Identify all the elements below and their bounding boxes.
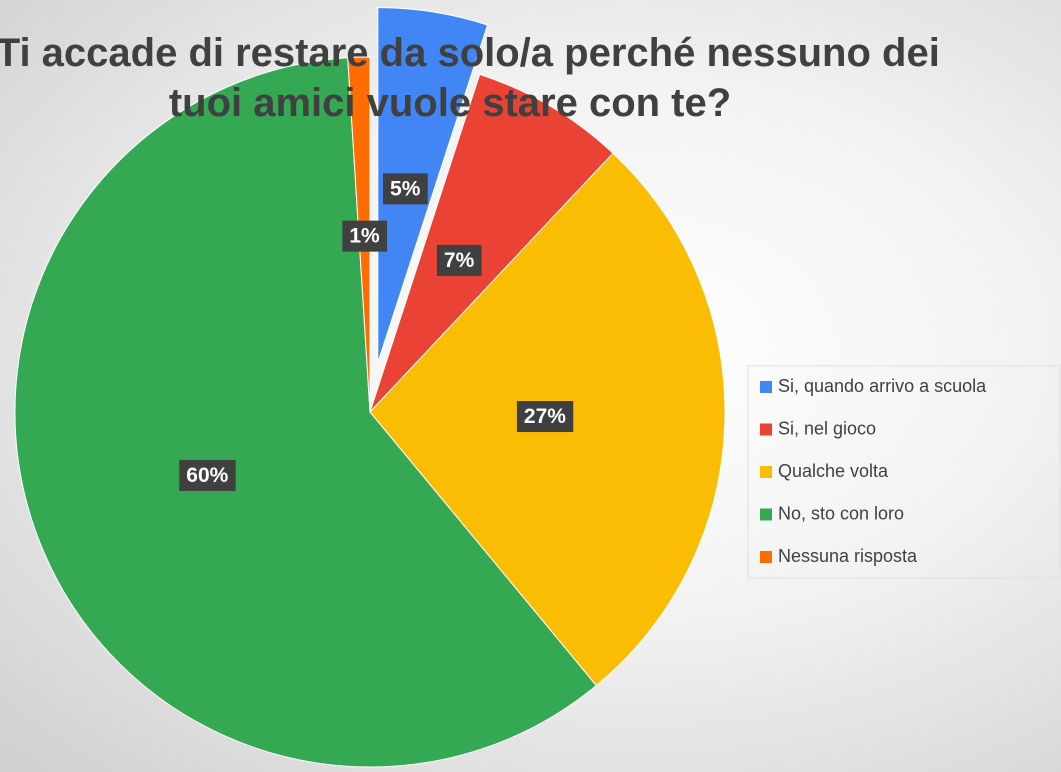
pie-slice (369, 73, 614, 413)
legend-label: Qualche volta (778, 461, 889, 481)
legend-label: Si, quando arrivo a scuola (778, 376, 987, 396)
data-label-box (383, 173, 428, 205)
legend-swatch (760, 466, 772, 478)
legend-swatch (760, 423, 772, 436)
data-label: 60% (186, 464, 228, 487)
data-label: 5% (390, 177, 421, 200)
data-label-box (516, 401, 574, 433)
pie-slice (377, 7, 489, 363)
legend-swatch (760, 551, 772, 563)
legend-label: No, sto con loro (778, 503, 904, 523)
data-label-box (342, 220, 388, 252)
data-label: 27% (524, 405, 566, 428)
chart-title: 5)Ti accade di restare da solo/a perché … (0, 31, 940, 125)
legend-label: Nessuna risposta (778, 546, 918, 566)
data-label: 1% (349, 225, 380, 248)
data-label: 7% (444, 249, 475, 272)
pie-slice (14, 57, 597, 768)
legend-label: Si, nel gioco (778, 418, 876, 438)
data-label-box (179, 459, 236, 491)
legend-swatch (760, 381, 772, 393)
legend-swatch (760, 508, 772, 521)
legend-box (747, 365, 1061, 579)
data-label-box (436, 244, 482, 276)
